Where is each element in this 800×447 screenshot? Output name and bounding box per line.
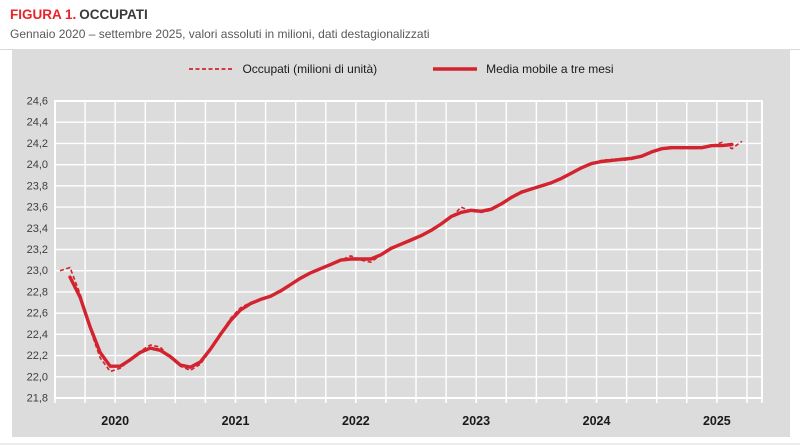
series-occupati-line <box>59 140 743 373</box>
y-axis-tick-label: 22,0 <box>27 371 48 383</box>
chart-legend: Occupati (milioni di unità) Media mobile… <box>12 62 790 76</box>
y-axis-tick-label: 23,4 <box>27 223 48 235</box>
page-title: FIGURA 1. OCCUPATI <box>10 7 790 24</box>
figure-subtitle: Gennaio 2020 – settembre 2025, valori as… <box>10 26 430 41</box>
cropped-bottom-row <box>0 443 800 445</box>
y-axis-tick-label: 22,2 <box>27 350 48 362</box>
line-chart: 24,6 24,4 24,2 24,0 23,8 23,6 23,4 23,2 23,0 22,8… <box>27 96 763 428</box>
figure-number-label: FIGURA 1. <box>10 7 77 22</box>
x-axis-year-label: 2021 <box>222 414 250 428</box>
figure-title: OCCUPATI <box>79 7 148 22</box>
y-axis-tick-label: 24,6 <box>27 96 48 108</box>
y-axis-tick-label: 23,6 <box>27 202 48 214</box>
legend-label-media-mobile: Media mobile a tre mesi <box>486 62 614 76</box>
legend-label-occupati: Occupati (milioni di unità) <box>242 62 378 76</box>
y-axis-tick-label: 24,4 <box>27 117 48 129</box>
y-axis-tick-label: 22,6 <box>27 308 48 320</box>
dashed-line-swatch-icon <box>189 68 234 70</box>
y-axis-tick-label: 22,4 <box>27 329 48 341</box>
solid-line-swatch-icon <box>433 67 478 71</box>
x-axis-year-label: 2023 <box>462 414 490 428</box>
legend-item-occupati: Occupati (milioni di unità) <box>188 62 377 76</box>
x-axis-year-label: 2022 <box>342 414 370 428</box>
y-axis-tick-label: 24,0 <box>27 159 48 171</box>
y-axis-tick-label: 22,8 <box>27 286 48 298</box>
chart-panel: Occupati (milioni di unità) Media mobile… <box>12 49 790 437</box>
x-axis-year-label: 2025 <box>703 414 731 428</box>
x-axis-year-label: 2024 <box>583 414 611 428</box>
y-axis-tick-label: 23,2 <box>27 244 48 256</box>
y-axis-tick-label: 23,0 <box>27 265 48 277</box>
legend-item-media-mobile: Media mobile a tre mesi <box>432 62 614 76</box>
figure-header: FIGURA 1. OCCUPATI Gennaio 2020 – settemb… <box>0 0 800 41</box>
y-axis-tick-label: 21,8 <box>27 393 48 405</box>
y-axis-tick-label: 23,8 <box>27 180 48 192</box>
x-axis-year-label: 2020 <box>101 414 129 428</box>
y-axis-tick-label: 24,2 <box>27 138 48 150</box>
plot-frame <box>54 100 763 399</box>
series-media-mobile-line <box>68 142 734 369</box>
